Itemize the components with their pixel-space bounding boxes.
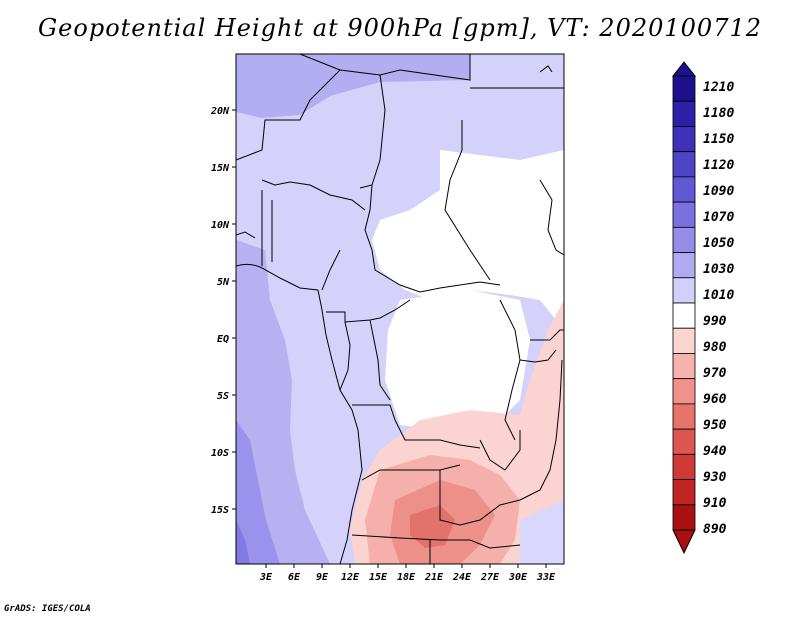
lat-label: 15N [211,163,230,174]
field-1030-atlantic [236,240,330,564]
border-chad [444,120,491,281]
lat-label: 20N [210,106,230,117]
height-field [236,54,564,564]
colorbar-cell [672,226,696,253]
border-ghana [236,231,256,239]
field-southeast [520,500,564,564]
lon-label: 30E [508,572,528,583]
border-zambia-south [439,470,521,526]
colorbar-level: 950 [703,418,727,433]
lat-label: 10N [211,220,230,231]
field-990-1010-central [372,150,564,330]
colorbar-level: 930 [703,470,727,485]
colorbar-cell [672,302,696,329]
colorbar-level: 970 [703,366,727,381]
colorbar-level: 890 [703,522,727,537]
lat-label: 5N [217,277,230,288]
colorbar-cell [672,353,696,380]
border-angola-drc [352,404,481,449]
lon-label: 21E [424,572,444,583]
colorbar-cell [672,327,696,354]
colorbar-cell [672,403,696,430]
colorbar: 1210 1180 1150 1120 1090 1070 1050 1030 … [671,61,734,555]
colorbar-level: 960 [703,392,727,407]
grads-credit: GrADS: IGES/COLA [4,604,91,614]
colorbar-level: 980 [703,340,727,355]
lon-label: 12E [341,572,360,583]
colorbar-cell [672,378,696,405]
colorbar-level: 1210 [703,80,734,95]
colorbar-cell [672,252,696,279]
colorbar-level: 990 [703,314,727,329]
colorbar-level: 910 [703,496,727,511]
border-uganda [530,329,564,341]
border-rwanda [519,349,557,363]
lon-label: 9E [316,572,329,583]
border-niger [359,74,386,189]
border-mali [236,69,341,161]
field-990-1010-congo [385,290,530,430]
lat-label: 15S [211,505,229,516]
border-nigeria [261,179,366,211]
colorbar-level: 940 [703,444,727,459]
lon-label: 6E [288,572,301,583]
colorbar-labels: 1210 1180 1150 1120 1090 1070 1050 1030 … [703,80,734,537]
colorbar-level: 1030 [703,262,734,277]
colorbar-bottom-arrow [672,529,696,555]
lat-axis: 20N 15N 10N 5N EQ 5S 10S 15S [210,106,236,516]
coastline-guinea-gulf [236,263,319,291]
lon-label: 15E [369,572,388,583]
country-borders [236,54,564,564]
colorbar-cell [672,100,696,127]
lon-label: 18E [397,572,416,583]
colorbar-cell [672,428,696,455]
colorbar-cell [672,75,696,102]
lon-axis: 3E 6E 9E 12E 15E 18E 21E 24E 27E 30E 33E [259,564,556,583]
lat-label: 5S [217,391,229,402]
colorbar-cell [672,453,696,480]
border-sahara [299,54,471,81]
colorbar-cells [672,75,696,531]
lat-label: 10S [211,448,229,459]
colorbar-cell [672,201,696,228]
field-1030-north [236,54,470,118]
colorbar-cell [672,277,696,304]
coastline-west-africa [317,289,363,564]
lat-label: EQ [217,334,229,345]
border-great-lakes [499,299,521,441]
map-frame [235,53,565,565]
lon-label: 27E [480,572,500,583]
border-namibia [351,534,521,549]
lon-label: 24E [452,572,472,583]
border-drc-zambia [479,430,521,471]
colorbar-level: 1150 [703,132,734,147]
colorbar-level: 1180 [703,106,734,121]
border-car [364,184,501,293]
colorbar-level: 1050 [703,236,734,251]
coast-north [539,65,553,73]
border-gabon [339,321,351,391]
border-angola-zambia [361,464,461,481]
border-congo [369,319,391,401]
colorbar-cell [672,126,696,153]
colorbar-top-arrow [671,61,697,77]
chart-title: Geopotential Height at 900hPa [gpm], VT:… [38,14,762,42]
lon-label: 33E [536,572,556,583]
field-950-960 [410,505,455,548]
field-1070-corner [236,520,250,564]
colorbar-level: 1010 [703,288,734,303]
colorbar-cell [672,479,696,506]
field-1050-atlantic [236,420,280,564]
border-malawi [519,359,563,501]
colorbar-cell [672,151,696,178]
border-nigeria-cameroon [321,249,341,291]
colorbar-level: 1070 [703,210,734,225]
colorbar-cell [672,176,696,203]
colorbar-level: 1090 [703,184,734,199]
colorbar-level: 1120 [703,158,734,173]
lon-label: 3E [259,572,273,583]
border-sudan [539,179,564,256]
colorbar-cell [672,504,696,531]
